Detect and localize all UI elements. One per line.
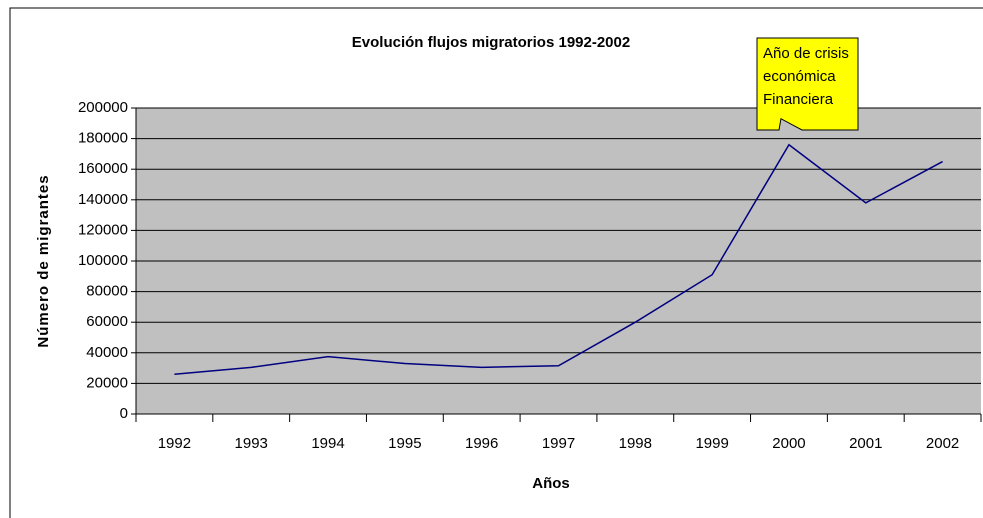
annotation-text: económica bbox=[763, 68, 836, 85]
x-tick-label: 1992 bbox=[158, 435, 191, 452]
x-tick-label: 1993 bbox=[235, 435, 268, 452]
y-tick-label: 120000 bbox=[78, 221, 128, 238]
x-tick-label: 2000 bbox=[772, 435, 805, 452]
y-tick-label: 100000 bbox=[78, 252, 128, 269]
y-tick-label: 140000 bbox=[78, 191, 128, 208]
annotation-text: Financiera bbox=[763, 91, 834, 108]
x-tick-label: 2001 bbox=[849, 435, 882, 452]
x-tick-label: 1996 bbox=[465, 435, 498, 452]
x-tick-label: 1997 bbox=[542, 435, 575, 452]
x-axis-label: Años bbox=[532, 475, 570, 492]
y-tick-label: 160000 bbox=[78, 160, 128, 177]
y-tick-label: 200000 bbox=[78, 99, 128, 116]
x-tick-label: 1994 bbox=[311, 435, 344, 452]
y-tick-label: 180000 bbox=[78, 130, 128, 147]
x-tick-label: 1998 bbox=[619, 435, 652, 452]
x-tick-label: 1999 bbox=[695, 435, 728, 452]
chart-title: Evolución flujos migratorios 1992-2002 bbox=[352, 34, 630, 51]
x-tick-label: 2002 bbox=[926, 435, 959, 452]
annotation-text: Año de crisis bbox=[763, 45, 849, 62]
y-tick-label: 20000 bbox=[86, 374, 128, 391]
line-series bbox=[174, 143, 943, 375]
y-tick-label: 0 bbox=[120, 405, 128, 422]
x-tick-label: 1995 bbox=[388, 435, 421, 452]
y-tick-label: 60000 bbox=[86, 313, 128, 330]
y-tick-label: 40000 bbox=[86, 344, 128, 361]
annotation-callout bbox=[756, 37, 859, 131]
y-tick-label: 80000 bbox=[86, 283, 128, 300]
y-axis-label: Número de migrantes bbox=[35, 174, 52, 347]
